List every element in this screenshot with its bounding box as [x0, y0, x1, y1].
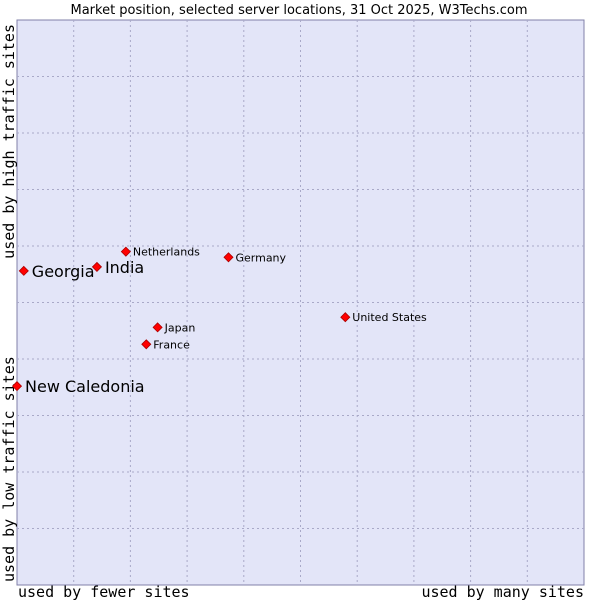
data-label-india: India [105, 258, 144, 277]
grid [17, 20, 584, 585]
data-point-new-caledonia [11, 381, 23, 392]
y-axis-label-top: used by high traffic sites [0, 24, 18, 259]
chart-title: Market position, selected server locatio… [70, 3, 527, 18]
data-point-france [141, 339, 152, 350]
data-label-france: France [153, 338, 190, 351]
x-axis-label-left: used by fewer sites [18, 583, 190, 600]
data-point-georgia [18, 265, 29, 276]
data-label-japan: Japan [164, 321, 196, 334]
data-point-india [91, 261, 103, 272]
x-axis-label-right: used by many sites [421, 583, 584, 600]
data-point-united-states [340, 312, 351, 323]
data-point-germany [223, 252, 234, 263]
data-label-georgia: Georgia [32, 262, 95, 281]
data-point-japan [152, 322, 163, 333]
data-label-new-caledonia: New Caledonia [25, 377, 145, 396]
data-label-united-states: United States [352, 311, 427, 324]
data-label-netherlands: Netherlands [133, 246, 200, 259]
data-label-germany: Germany [235, 251, 286, 264]
data-point-netherlands [120, 246, 131, 257]
y-axis-label-bottom: used by low traffic sites [0, 356, 18, 582]
